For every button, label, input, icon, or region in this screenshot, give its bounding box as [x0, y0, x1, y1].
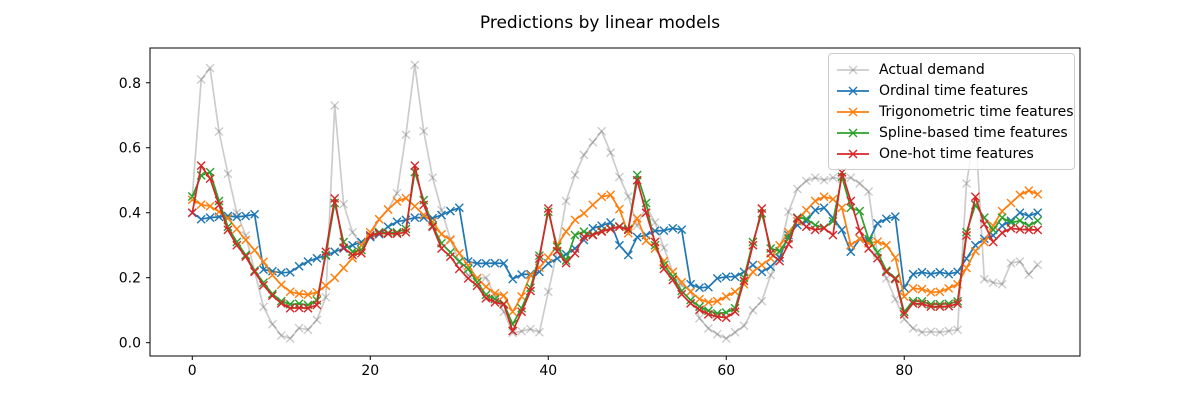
- axes-spines: [149, 47, 1081, 357]
- x-marker-icon: [187, 186, 1043, 317]
- legend-item-trigonometric-time-features: Trigonometric time features: [836, 101, 1073, 122]
- x-marker-icon: [187, 203, 1043, 293]
- legend-item-label: One-hot time features: [879, 145, 1034, 162]
- y-tick-label: 0.4: [119, 206, 141, 222]
- legend-line-x-marker-icon: [837, 128, 869, 137]
- legend-item-spline-based-time-features: Spline-based time features: [836, 122, 1068, 143]
- y-tick-label: 0.8: [119, 76, 141, 92]
- x-marker-icon: [187, 167, 1043, 329]
- legend: Actual demand Ordinal time features Trigon…: [828, 53, 1075, 170]
- x-tick-label: 20: [361, 363, 379, 379]
- legend-line-x-marker-icon: [837, 65, 869, 74]
- series-ordinal-time-features: [187, 203, 1043, 293]
- y-tick-label: 0.6: [119, 141, 141, 157]
- legend-item-label: Actual demand: [879, 61, 985, 78]
- series-one-hot-time-features: [187, 161, 1043, 336]
- legend-item-one-hot-time-features: One-hot time features: [836, 143, 1066, 164]
- y-axis: 0.0 0.2 0.4 0.6 0.8: [119, 76, 150, 352]
- legend-item-ordinal-time-features: Ordinal time features: [836, 80, 1066, 101]
- legend-item-label: Ordinal time features: [879, 82, 1029, 99]
- chart-title: Predictions by linear models: [479, 13, 721, 33]
- legend-item-label: Trigonometric time features: [879, 103, 1074, 120]
- legend-line-x-marker-icon: [837, 149, 869, 158]
- legend-item-label: Spline-based time features: [879, 124, 1068, 141]
- y-tick-label: 0.0: [119, 336, 141, 352]
- y-tick-label: 0.2: [119, 271, 141, 287]
- x-tick-label: 0: [188, 363, 197, 379]
- x-tick-label: 60: [717, 363, 735, 379]
- x-marker-icon: [187, 161, 1043, 336]
- x-tick-label: 80: [895, 363, 913, 379]
- series-line: [191, 64, 1039, 340]
- legend-line-x-marker-icon: [837, 86, 869, 95]
- series-group: [187, 60, 1043, 343]
- series-line: [191, 164, 1038, 332]
- series-trigonometric-time-features: [187, 186, 1043, 317]
- legend-line-x-marker-icon: [837, 107, 869, 116]
- x-axis: 0 20 40 60 80: [188, 356, 913, 379]
- x-tick-label: 40: [539, 363, 557, 379]
- legend-item-actual-demand: Actual demand: [836, 59, 1066, 80]
